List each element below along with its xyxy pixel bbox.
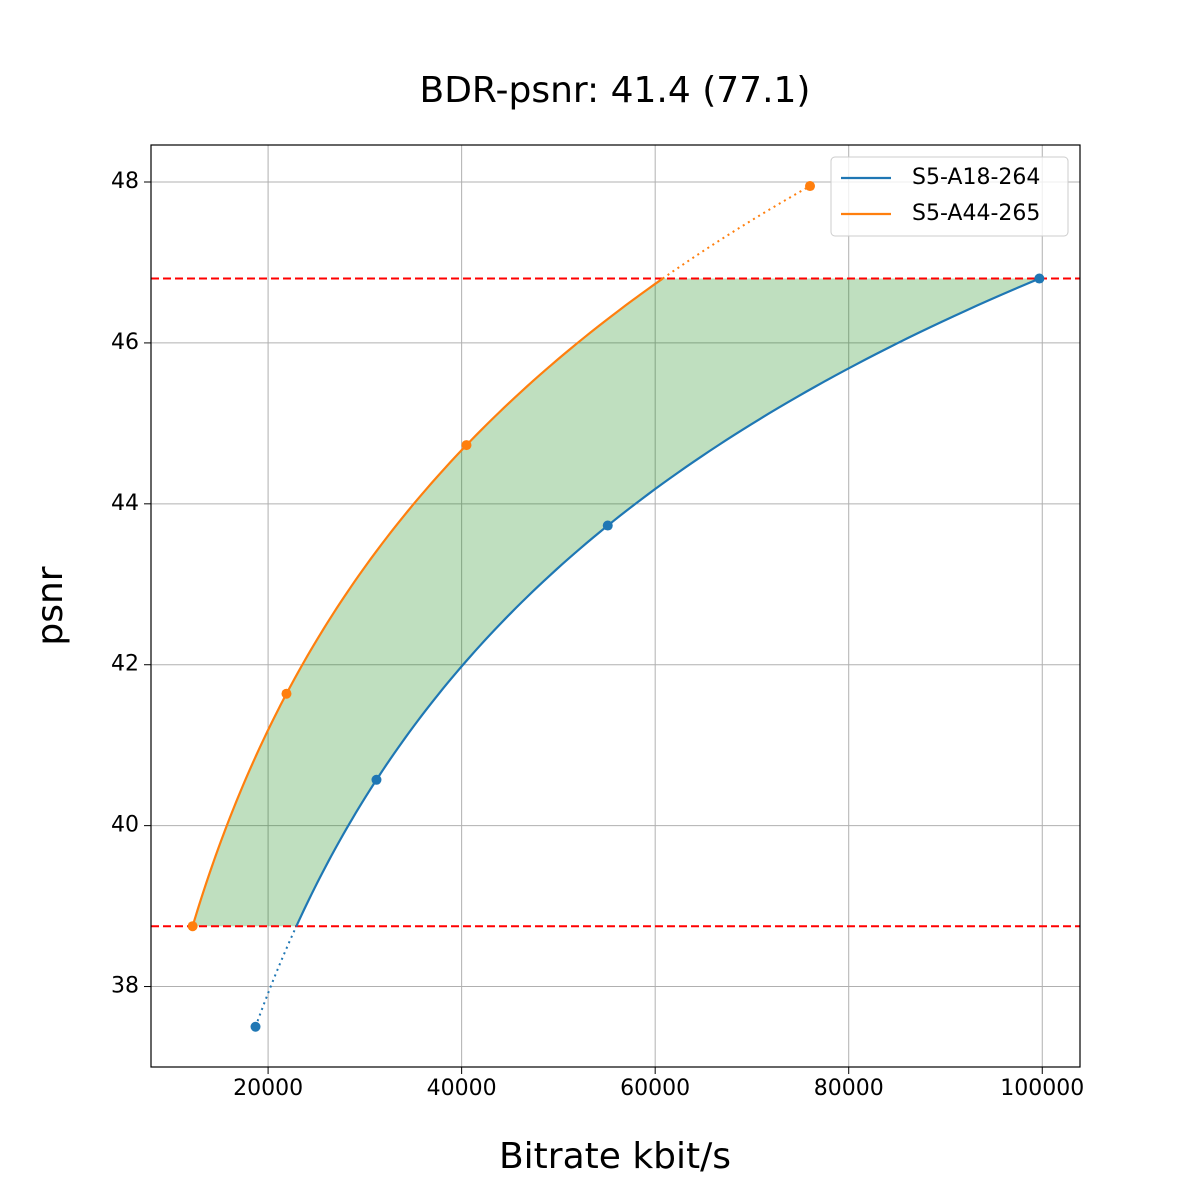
data-point (281, 688, 292, 699)
fit-curve (191, 277, 664, 927)
legend-label: S5-A44-265 (912, 201, 1040, 226)
chart-title: BDR-psnr: 41.4 (77.1) (420, 70, 811, 111)
data-point (371, 774, 382, 785)
y-axis-label: psnr (30, 566, 71, 645)
y-tick-label: 38 (111, 974, 139, 999)
data-point (461, 440, 472, 451)
data-point (805, 181, 816, 192)
fit-curve (254, 925, 298, 1028)
x-axis-label: Bitrate kbit/s (499, 1136, 731, 1177)
plot-frame (150, 144, 1081, 1068)
y-tick-label: 44 (111, 491, 139, 516)
y-tick-label: 42 (111, 652, 139, 677)
data-point (1034, 273, 1045, 284)
x-tick-label: 20000 (233, 1076, 303, 1101)
x-tick-label: 60000 (620, 1076, 690, 1101)
data-point (187, 921, 198, 932)
x-tick-label: 100000 (1000, 1076, 1084, 1101)
legend-box (830, 156, 1069, 237)
y-tick-label: 40 (111, 813, 139, 838)
fit-curve (662, 185, 811, 280)
data-point (250, 1021, 261, 1032)
bd-area (192, 278, 1040, 927)
x-tick-label: 40000 (427, 1076, 497, 1101)
data-point (602, 520, 613, 531)
y-tick-label: 46 (111, 330, 139, 355)
y-tick-label: 48 (111, 169, 139, 194)
x-tick-label: 80000 (814, 1076, 884, 1101)
legend-label: S5-A18-264 (912, 165, 1040, 190)
fit-curve (295, 277, 1040, 927)
